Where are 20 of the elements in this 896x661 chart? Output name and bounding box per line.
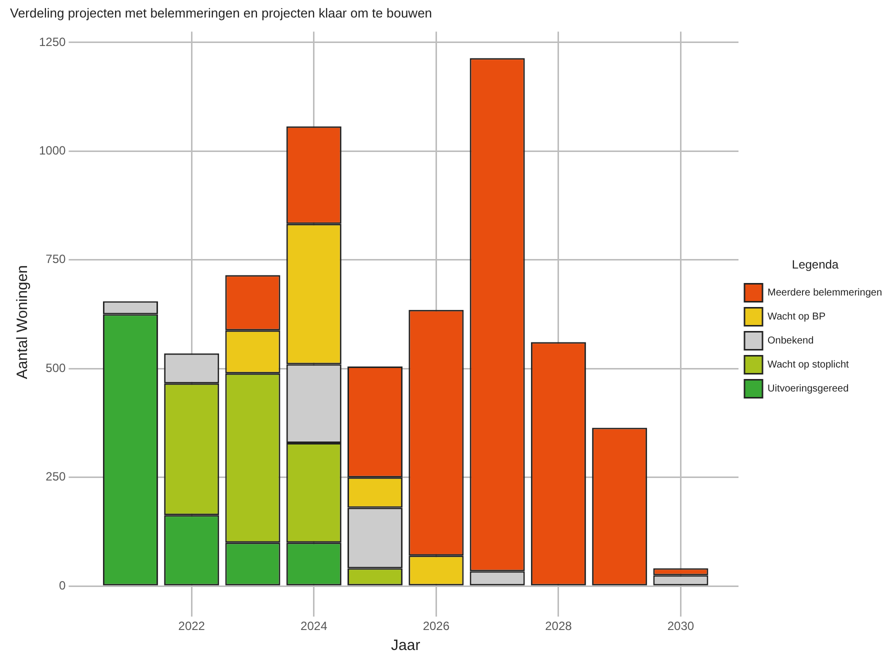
x-tick-label: 2026 <box>422 619 450 634</box>
legend-title: Legenda <box>792 258 839 272</box>
legend-label: Wacht op BP <box>768 311 826 322</box>
x-tick-label: 2030 <box>667 619 694 634</box>
y-tick-label: 500 <box>46 360 66 375</box>
x-tick-label: 2022 <box>178 619 206 634</box>
x-tick-label: 2024 <box>300 619 328 634</box>
chart-title: Verdeling projecten met belemmeringen en projecten klaar om te bouwen <box>10 5 432 20</box>
y-tick-label: 1250 <box>38 34 66 49</box>
x-tick-label: 2028 <box>545 619 572 634</box>
legend-label: Meerdere belemmeringen <box>768 287 882 298</box>
y-tick-label: 750 <box>46 252 66 266</box>
y-tick-label: 250 <box>46 470 66 484</box>
y-tick-label: 1000 <box>38 144 66 158</box>
x-axis-title: Jaar <box>391 637 420 654</box>
y-tick-label: 0 <box>59 578 66 592</box>
y-axis-title: Aantal Woningen <box>14 265 32 380</box>
legend-label: Onbekend <box>768 335 814 346</box>
legend-label: Uitvoeringsgereed <box>768 383 849 394</box>
legend-label: Wacht op stoplicht <box>768 359 850 370</box>
